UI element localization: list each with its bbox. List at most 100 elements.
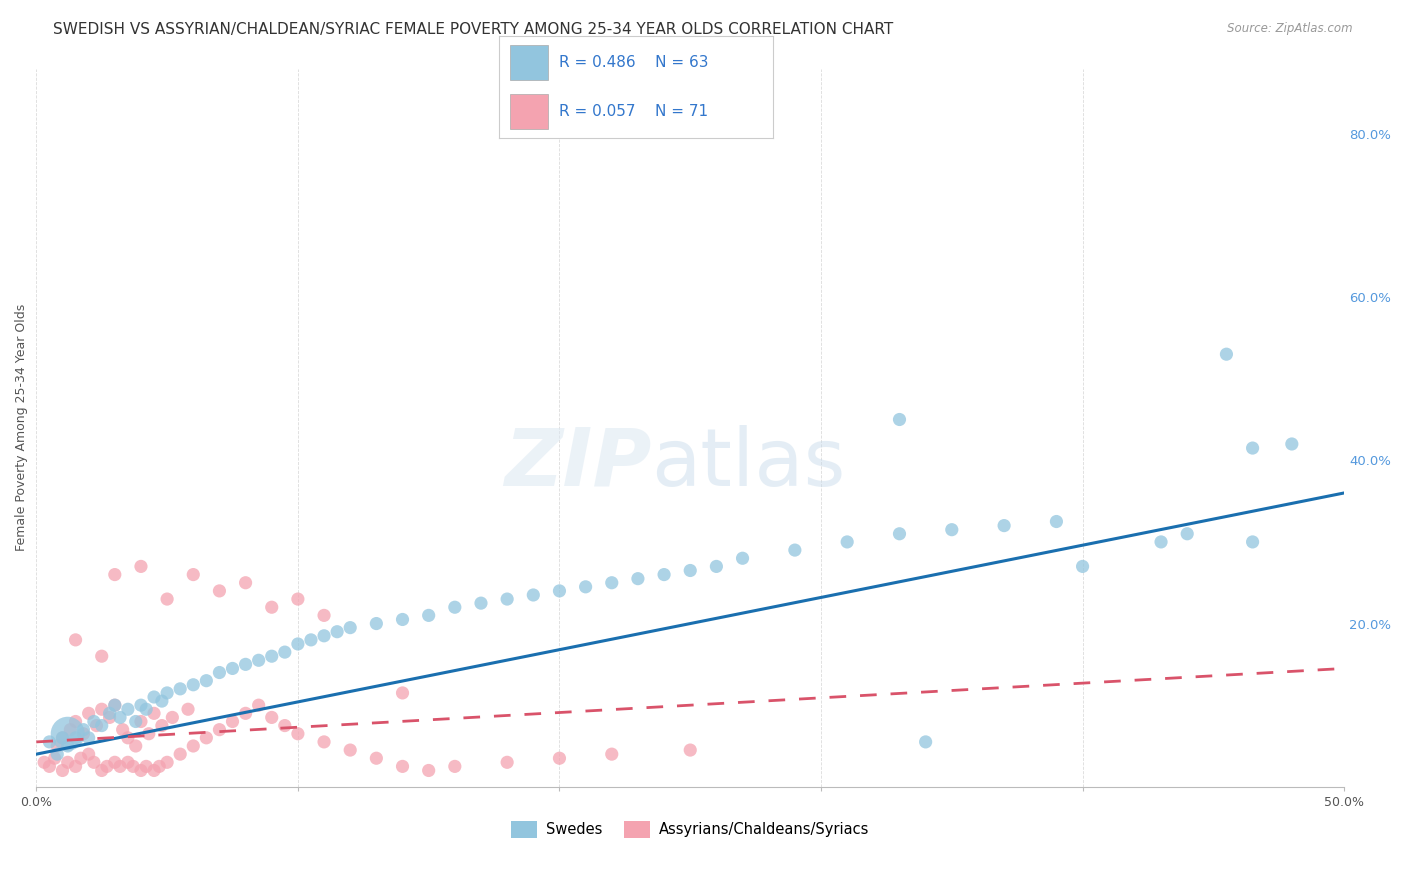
Point <box>129 698 152 713</box>
Text: R = 0.486    N = 63: R = 0.486 N = 63 <box>560 54 709 70</box>
Point <box>148 759 170 773</box>
Point <box>260 600 283 615</box>
Point <box>77 706 100 721</box>
Point <box>208 665 231 680</box>
Point <box>575 580 598 594</box>
Point <box>274 718 297 732</box>
Point <box>122 759 145 773</box>
Point <box>162 710 184 724</box>
Point <box>993 518 1015 533</box>
Point <box>90 764 112 778</box>
Point <box>96 759 118 773</box>
Point <box>125 714 148 729</box>
Point <box>129 714 152 729</box>
Point <box>418 764 440 778</box>
Point <box>287 727 309 741</box>
Point <box>69 751 91 765</box>
Point <box>46 739 69 753</box>
Point <box>181 739 204 753</box>
Point <box>59 723 82 737</box>
Point <box>418 608 440 623</box>
Point <box>260 710 283 724</box>
Text: Source: ZipAtlas.com: Source: ZipAtlas.com <box>1227 22 1353 36</box>
Point <box>235 657 257 672</box>
Point <box>181 567 204 582</box>
Point <box>150 718 173 732</box>
Point <box>181 678 204 692</box>
Point <box>1071 559 1094 574</box>
Point <box>496 756 519 770</box>
Point <box>326 624 349 639</box>
Point <box>339 621 361 635</box>
Point <box>90 702 112 716</box>
Point <box>143 706 166 721</box>
Point <box>274 645 297 659</box>
Point <box>77 747 100 761</box>
Point <box>679 564 702 578</box>
Point <box>652 567 675 582</box>
Point <box>129 764 152 778</box>
Point <box>90 649 112 664</box>
Point <box>889 412 911 426</box>
Point <box>86 718 108 732</box>
Point <box>111 723 134 737</box>
Point <box>208 583 231 598</box>
Point <box>51 731 73 745</box>
Point <box>627 572 650 586</box>
Point <box>169 681 191 696</box>
Point <box>548 751 571 765</box>
Point <box>443 600 465 615</box>
Point <box>1215 347 1237 361</box>
Point <box>169 747 191 761</box>
Point <box>548 583 571 598</box>
Legend: Swedes, Assyrians/Chaldeans/Syriacs: Swedes, Assyrians/Chaldeans/Syriacs <box>505 814 876 844</box>
Point <box>125 739 148 753</box>
Point <box>195 731 218 745</box>
Point <box>56 739 79 753</box>
Point <box>117 702 139 716</box>
Point <box>235 575 257 590</box>
Point <box>65 759 87 773</box>
Point <box>366 616 388 631</box>
Point <box>177 702 200 716</box>
Point <box>72 727 94 741</box>
FancyBboxPatch shape <box>510 95 548 129</box>
Point <box>287 637 309 651</box>
Point <box>143 690 166 704</box>
Point <box>156 756 179 770</box>
Point <box>260 649 283 664</box>
Point <box>496 592 519 607</box>
Point <box>38 735 60 749</box>
Point <box>391 612 413 626</box>
Point <box>299 632 322 647</box>
Point <box>104 698 127 713</box>
Point <box>522 588 544 602</box>
Point <box>104 698 127 713</box>
Point <box>221 661 243 675</box>
Point <box>72 723 94 737</box>
Point <box>1175 526 1198 541</box>
Point <box>1045 515 1067 529</box>
Point <box>117 731 139 745</box>
Point <box>104 756 127 770</box>
Point <box>247 653 270 667</box>
Point <box>156 592 179 607</box>
Point <box>366 751 388 765</box>
Point <box>143 764 166 778</box>
Point <box>600 747 623 761</box>
Point <box>914 735 936 749</box>
Point <box>837 535 859 549</box>
Point <box>195 673 218 688</box>
Point <box>51 731 73 745</box>
Point <box>247 698 270 713</box>
FancyBboxPatch shape <box>510 45 548 79</box>
Point <box>889 526 911 541</box>
Point <box>312 608 335 623</box>
Point <box>312 629 335 643</box>
Point <box>117 756 139 770</box>
Point <box>941 523 963 537</box>
Point <box>1281 437 1303 451</box>
Point <box>104 567 127 582</box>
Point <box>56 756 79 770</box>
Point <box>312 735 335 749</box>
